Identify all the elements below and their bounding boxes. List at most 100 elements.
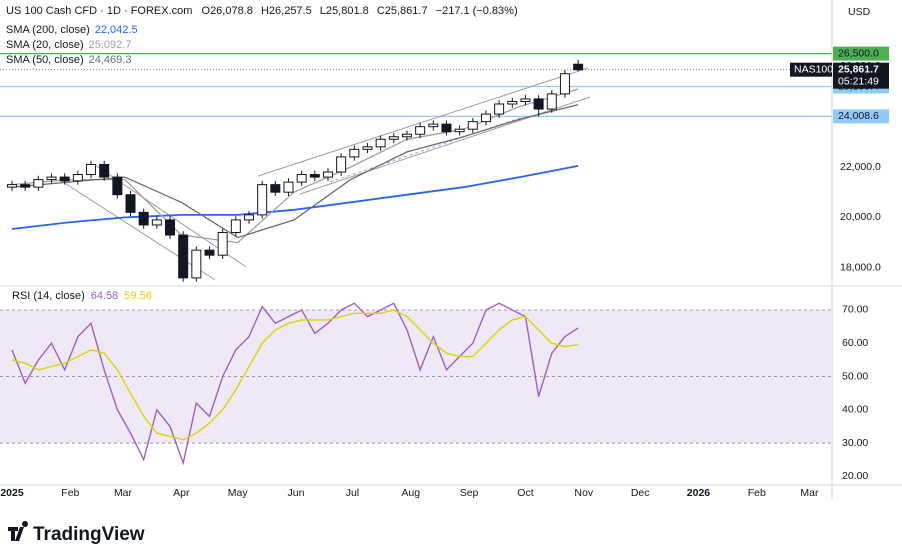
legend-name: SMA (20, close) — [6, 39, 84, 51]
y-tick-label: 18,000.0 — [840, 262, 881, 274]
level-tag — [833, 109, 889, 124]
candle-body — [494, 103, 505, 115]
candle-body — [72, 174, 83, 182]
y-tick-label: 22,000.0 — [840, 161, 881, 173]
candle-body — [151, 219, 162, 226]
candle-body — [59, 176, 70, 182]
candle-body — [480, 113, 491, 123]
rsi-line — [11, 302, 579, 466]
ohlc-key: C — [377, 5, 385, 17]
y-tick-label: 70.00 — [842, 304, 868, 316]
x-tick-label: Dec — [631, 487, 650, 499]
ohlc-key: L — [320, 5, 326, 17]
x-tick-label: Feb — [61, 487, 79, 499]
legend-value: 24,469.3 — [89, 54, 132, 66]
candle-body — [296, 174, 307, 183]
sma-line — [11, 104, 579, 239]
channel-line — [59, 179, 216, 281]
candle-body — [533, 98, 544, 110]
candle-body — [467, 121, 478, 130]
ohlc-value: 26,257.5 — [269, 5, 312, 17]
x-tick-label: Nov — [574, 487, 593, 499]
change: −217.1 (−0.83%) — [436, 5, 518, 17]
candle-body — [99, 163, 110, 178]
y-tick-label: 40.00 — [842, 404, 868, 416]
candle-body — [309, 174, 320, 178]
symbol-title: US 100 Cash CFD · 1D · FOREX.com — [6, 5, 192, 17]
logo: TradingView — [8, 521, 145, 545]
rsi-legend: RSI (14, close) 64.58 59.56 — [12, 290, 152, 302]
candle-body — [546, 93, 557, 110]
x-tick-label: Jun — [288, 487, 305, 499]
rsi-value: 64.58 — [91, 290, 119, 302]
x-tick-label: Aug — [401, 487, 420, 499]
logo-icon — [8, 521, 29, 541]
ohlc-key: O — [202, 5, 211, 17]
legend-entry: SMA (50, close) 24,469.3 — [6, 54, 131, 66]
legend-entry: SMA (20, close) 25,092.7 — [6, 39, 131, 51]
candle-body — [230, 219, 241, 234]
candle-body — [125, 194, 136, 213]
rsi-value: 59.56 — [124, 290, 152, 302]
candle-body — [507, 100, 518, 105]
legend-value: 22,042.5 — [95, 24, 138, 36]
candle-body — [283, 181, 294, 193]
candle-body — [401, 133, 412, 138]
countdown: 05:21:49 — [838, 75, 879, 87]
header: US 100 Cash CFD · 1D · FOREX.com O26,078… — [6, 5, 518, 17]
sma-line — [11, 165, 579, 230]
candle-body — [257, 184, 268, 216]
level-label: 24,008.6 — [838, 110, 879, 122]
symbol-label: NAS100 — [794, 63, 833, 75]
backdrop — [0, 52, 832, 117]
y-tick-label: 30.00 — [842, 437, 868, 449]
candle-body — [322, 171, 333, 178]
x-tick-label: Mar — [114, 487, 133, 499]
candle-body — [428, 123, 439, 128]
x-tick-label: Jul — [346, 487, 359, 499]
candle-body — [46, 176, 57, 181]
symbol-tag — [790, 62, 832, 77]
legend-value: 25,092.7 — [89, 39, 132, 51]
y-tick-label: 20.00 — [842, 470, 868, 482]
x-tick-label: Apr — [173, 487, 190, 499]
candle-body — [559, 73, 570, 95]
level-tag — [833, 46, 889, 61]
candle-body — [7, 184, 18, 188]
ohlc-value: 25,861.7 — [385, 5, 428, 17]
y-tick-label: 60.00 — [842, 337, 868, 349]
y-tick-label: 50.00 — [842, 370, 868, 382]
candle-body — [33, 179, 44, 188]
candle-body — [191, 249, 202, 279]
candle-body — [112, 176, 123, 196]
last-price-label: 25,861.7 — [838, 63, 879, 75]
candle-body — [388, 136, 399, 140]
candle-body — [270, 184, 281, 193]
candle-body — [204, 249, 215, 256]
rsi-line — [11, 309, 579, 441]
y-tick-label: 20,000.0 — [840, 211, 881, 223]
x-tick-label: Mar — [800, 487, 819, 499]
channel-line — [257, 67, 589, 177]
rsi-title: RSI (14, close) — [12, 290, 85, 302]
x-tick-label: 2026 — [687, 487, 711, 499]
candle-body — [349, 148, 360, 158]
candle-body — [243, 214, 254, 221]
candle-body — [573, 63, 584, 71]
legend-name: SMA (200, close) — [6, 24, 90, 36]
candle-body — [454, 128, 465, 133]
ohlc-key: H — [261, 5, 269, 17]
x-tick-label: 2025 — [0, 487, 24, 499]
x-tick-label: Feb — [748, 487, 766, 499]
ohlc-value: 25,801.8 — [326, 5, 369, 17]
candle-body — [20, 184, 31, 188]
candle-body — [138, 211, 149, 226]
ohlc-value: 26,078.8 — [210, 5, 253, 17]
x-tick-label: Sep — [460, 487, 479, 499]
x-tick-label: May — [228, 487, 249, 499]
last-price-tag — [833, 62, 889, 89]
candle-body — [336, 156, 347, 173]
candle-body — [86, 163, 97, 176]
